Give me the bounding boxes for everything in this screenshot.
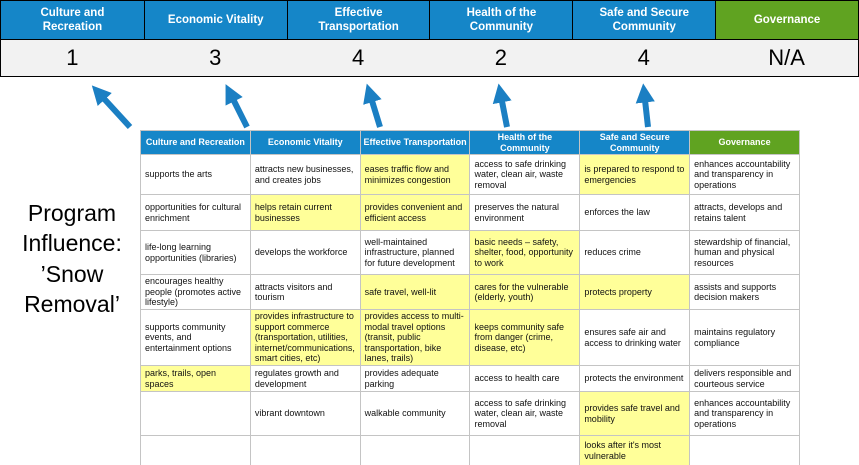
arrow-icon-safe — [635, 83, 655, 128]
score-safe-and-secure-community: 4 — [637, 45, 650, 70]
matrix-cell — [140, 391, 251, 437]
page-title: Program Influence: ’Snow Removal’ — [22, 200, 122, 318]
matrix-cell: stewardship of financial, human and phys… — [689, 230, 800, 276]
matrix-body: supports the arts attracts new businesses… — [140, 154, 800, 465]
table-row: opportunities for cultural enrichment hel… — [140, 194, 800, 232]
score-culture-and-recreation: 1 — [66, 45, 79, 70]
matrix-cell: provides safe travel and mobility — [579, 391, 691, 437]
matrix-cell: eases traffic flow and minimizes congest… — [359, 154, 471, 196]
scoreboard-header-safe-and-secure-community: Safe and Secure Community — [572, 1, 716, 39]
matrix-cell: delivers responsible and courteous servi… — [689, 365, 800, 393]
matrix-cell — [249, 435, 361, 465]
matrix-cell: provides infrastructure to support comme… — [249, 309, 361, 367]
matrix-cell: enhances accountability and transparency… — [689, 391, 800, 437]
scoreboard-header-row: Culture and Recreation Economic Vitality E… — [1, 1, 858, 39]
matrix-header-governance: Governance — [689, 129, 800, 156]
matrix-cell — [359, 435, 471, 465]
matrix-cell: attracts, develops and retains talent — [689, 194, 800, 232]
matrix-cell: reduces crime — [579, 230, 691, 276]
matrix-cell: preserves the natural environment — [469, 194, 581, 232]
matrix-cell: protects the environment — [579, 365, 691, 393]
matrix-cell: provides adequate parking — [359, 365, 471, 393]
scoreboard-header-culture-and-recreation: Culture and Recreation — [1, 1, 144, 39]
matrix-cell: enhances accountability and transparency… — [689, 154, 800, 196]
matrix-header-effective-transportation: Effective Transportation — [359, 129, 471, 156]
matrix-cell: keeps community safe from danger (crime,… — [469, 309, 581, 367]
matrix-cell: walkable community — [359, 391, 471, 437]
matrix-cell — [689, 435, 800, 465]
scoreboard-header-governance: Governance — [715, 1, 858, 39]
score-governance: N/A — [768, 45, 805, 70]
scoreboard-header-health-of-the-community: Health of the Community — [429, 1, 573, 39]
matrix-cell — [469, 435, 581, 465]
scoreboard-header-economic-vitality: Economic Vitality — [143, 1, 287, 39]
table-row: vibrant downtown walkable community access… — [140, 391, 800, 437]
matrix-cell: supports the arts — [140, 154, 251, 196]
score-economic-vitality: 3 — [209, 45, 222, 70]
matrix-cell — [140, 435, 251, 465]
matrix-cell: supports community events, and entertain… — [140, 309, 251, 367]
matrix-cell: provides access to multi-modal travel op… — [359, 309, 471, 367]
score-effective-transportation: 4 — [351, 45, 365, 70]
matrix-cell: access to safe drinking water, clean air… — [469, 391, 581, 437]
matrix-cell: well-maintained infrastructure, planned … — [359, 230, 471, 276]
table-row: life-long learning opportunities (librar… — [140, 230, 800, 276]
scoreboard-score-row: 1 3 4 2 4 N/A — [1, 39, 858, 76]
matrix-cell: protects property — [579, 274, 691, 311]
scoreboard: Culture and Recreation Economic Vitality E… — [0, 0, 859, 77]
matrix-header-economic-vitality: Economic Vitality — [249, 129, 361, 156]
influence-arrows — [91, 83, 655, 130]
matrix-cell: life-long learning opportunities (librar… — [140, 230, 251, 276]
matrix-cell: is prepared to respond to emergencies — [579, 154, 691, 196]
arrow-icon-transportation — [363, 83, 383, 128]
matrix-cell: regulates growth and development — [249, 365, 361, 393]
matrix-cell: opportunities for cultural enrichment — [140, 194, 251, 232]
matrix-cell: provides convenient and efficient access — [359, 194, 471, 232]
influence-matrix: Culture and Recreation Economic Vitality E… — [140, 129, 800, 465]
matrix-cell: access to safe drinking water, clean air… — [469, 154, 581, 196]
matrix-cell: cares for the vulnerable (elderly, youth… — [469, 274, 581, 311]
matrix-header-row: Culture and Recreation Economic Vitality E… — [140, 129, 800, 156]
arrow-icon-economic — [225, 84, 250, 129]
matrix-header-culture-and-recreation: Culture and Recreation — [140, 129, 251, 156]
matrix-cell: enforces the law — [579, 194, 691, 232]
table-row: encourages healthy people (promotes acti… — [140, 274, 800, 311]
score-health-of-the-community: 2 — [494, 45, 508, 70]
table-row: parks, trails, open spaces regulates grow… — [140, 365, 800, 393]
arrow-icon-health — [492, 83, 512, 128]
matrix-cell: basic needs – safety, shelter, food, opp… — [469, 230, 581, 276]
matrix-cell: attracts visitors and tourism — [249, 274, 361, 311]
matrix-cell: maintains regulatory compliance — [689, 309, 800, 367]
table-row: looks after it's most vulnerable — [140, 435, 800, 465]
matrix-cell: attracts new businesses, and creates job… — [249, 154, 361, 196]
matrix-cell: develops the workforce — [249, 230, 361, 276]
scoreboard-header-effective-transportation: Effective Transportation — [286, 1, 430, 39]
table-row: supports community events, and entertain… — [140, 309, 800, 367]
matrix-header-safe-and-secure-community: Safe and Secure Community — [579, 129, 691, 156]
matrix-cell: assists and supports decision makers — [689, 274, 800, 311]
matrix-cell: looks after it's most vulnerable — [579, 435, 691, 465]
arrow-icon-culture — [91, 85, 133, 130]
matrix-cell: encourages healthy people (promotes acti… — [140, 274, 251, 311]
matrix-header-health-of-the-community: Health of the Community — [469, 129, 581, 156]
matrix-cell: ensures safe air and access to drinking … — [579, 309, 691, 367]
matrix-cell: parks, trails, open spaces — [140, 365, 251, 393]
matrix-cell: access to health care — [469, 365, 581, 393]
table-row: supports the arts attracts new businesses… — [140, 154, 800, 196]
matrix-cell: safe travel, well-lit — [359, 274, 471, 311]
matrix-cell: vibrant downtown — [249, 391, 361, 437]
matrix-cell: helps retain current businesses — [249, 194, 361, 232]
